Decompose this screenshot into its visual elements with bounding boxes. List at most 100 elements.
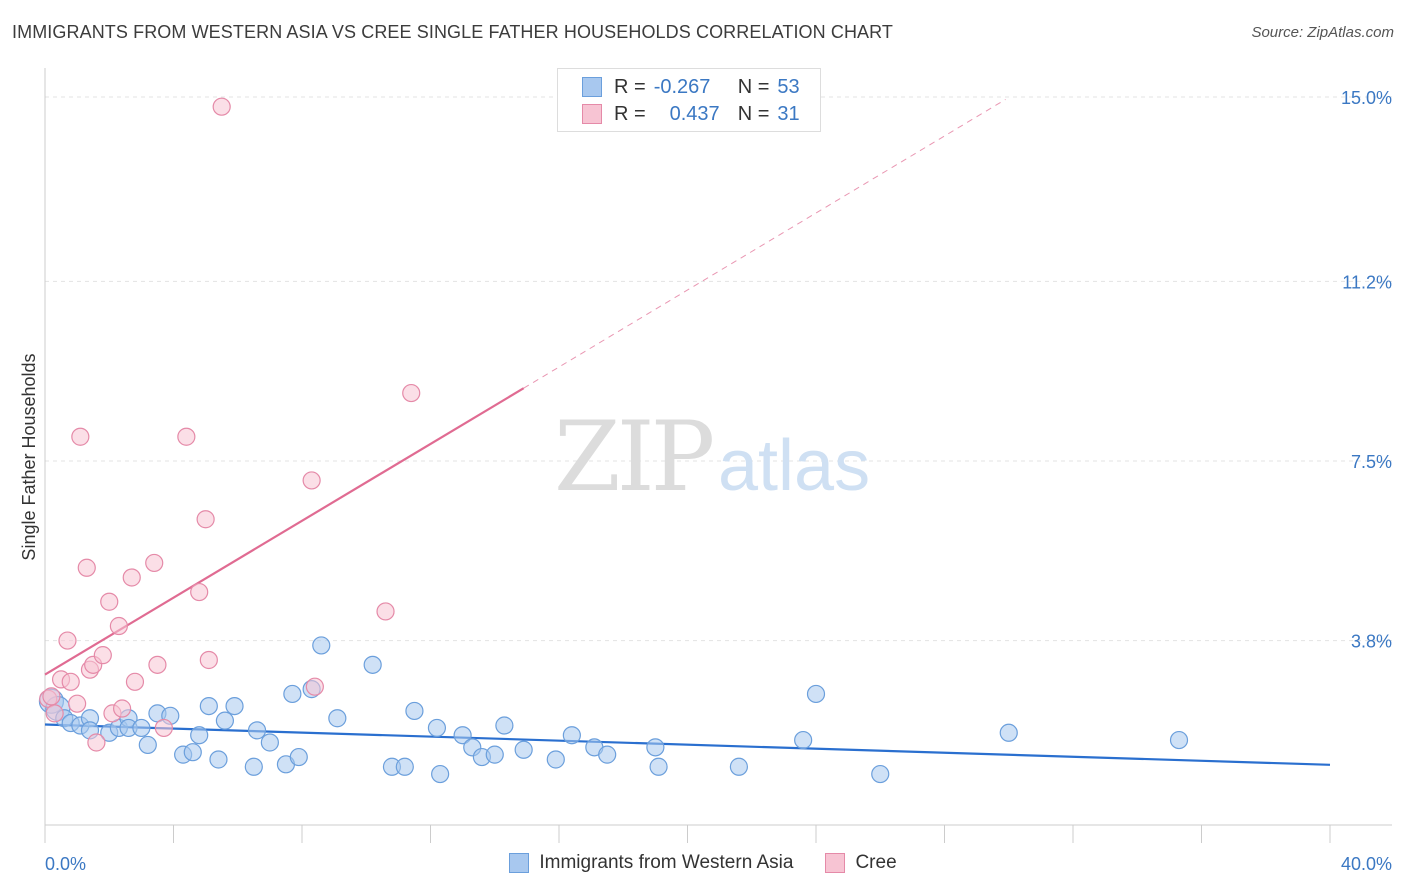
point-cree xyxy=(45,704,64,723)
point-western-asia xyxy=(283,684,302,704)
point-western-asia xyxy=(453,726,472,745)
stats-legend: R = -0.267 N = 53 R = 0.437 N = 31 xyxy=(557,68,821,132)
x-tick-label: 40.0% xyxy=(1341,854,1392,874)
point-western-asia xyxy=(247,721,267,740)
point-cree xyxy=(376,602,395,621)
point-western-asia xyxy=(328,709,347,728)
point-western-asia xyxy=(999,723,1018,742)
point-western-asia xyxy=(646,738,665,757)
point-cree xyxy=(302,471,321,490)
legend-n-value: 31 xyxy=(777,102,800,125)
data-points xyxy=(38,97,1189,784)
legend-n-label: N = xyxy=(737,102,770,125)
point-cree xyxy=(93,646,112,665)
point-western-asia xyxy=(183,743,202,762)
source-label: Source: ZipAtlas.com xyxy=(1251,24,1394,41)
point-cree xyxy=(190,582,209,602)
legend-item-western-asia[interactable]: Immigrants from Western Asia xyxy=(509,852,793,874)
point-cree xyxy=(68,694,87,713)
point-cree xyxy=(109,616,128,636)
point-western-asia xyxy=(132,718,151,738)
point-western-asia xyxy=(562,726,581,745)
point-western-asia xyxy=(495,716,514,735)
chart-title: IMMIGRANTS FROM WESTERN ASIA VS CREE SIN… xyxy=(12,22,894,42)
legend-n-label: N = xyxy=(737,75,770,98)
series-legend: Immigrants from Western Asia Cree xyxy=(0,852,1406,874)
point-cree xyxy=(145,553,164,573)
point-western-asia xyxy=(871,764,890,784)
point-cree xyxy=(77,558,96,577)
point-western-asia xyxy=(806,684,826,704)
point-western-asia xyxy=(289,747,308,767)
point-cree xyxy=(154,718,173,738)
legend-item-cree[interactable]: Cree xyxy=(825,852,897,874)
point-cree xyxy=(148,655,167,674)
point-western-asia xyxy=(199,696,218,716)
y-tick-label: 11.2% xyxy=(1342,272,1392,292)
point-western-asia xyxy=(260,733,279,752)
watermark: ZIP atlas xyxy=(554,401,870,513)
point-cree xyxy=(61,672,80,691)
point-western-asia xyxy=(405,701,424,721)
legend-r-value: -0.267 xyxy=(653,75,711,98)
point-cree xyxy=(122,568,141,587)
point-western-asia xyxy=(215,711,234,730)
point-western-asia xyxy=(431,764,450,784)
point-cree xyxy=(112,699,132,718)
legend-n-value: 53 xyxy=(777,75,800,98)
point-cree xyxy=(87,733,106,752)
y-tick-label: 7.5% xyxy=(1351,452,1392,472)
legend-r-value: 0.437 xyxy=(669,102,720,125)
point-cree xyxy=(212,97,231,116)
point-cree xyxy=(177,427,196,446)
y-tick-label: 3.8% xyxy=(1351,632,1392,652)
point-western-asia xyxy=(395,757,414,776)
point-cree xyxy=(199,650,218,670)
point-western-asia xyxy=(649,757,668,776)
legend-label-cree: Cree xyxy=(855,852,897,873)
legend-r-label: R = xyxy=(614,75,646,98)
legend-r-label: R = xyxy=(614,102,646,125)
axes xyxy=(44,68,1392,843)
point-cree xyxy=(100,592,119,611)
legend-swatch-cree xyxy=(582,104,602,124)
legend-label-western-asia: Immigrants from Western Asia xyxy=(539,852,794,873)
trend-line-extension xyxy=(523,98,1006,389)
legend-swatch-cree xyxy=(825,853,846,873)
legend-row-western-asia: R = -0.267 N = 53 xyxy=(582,75,800,99)
point-cree xyxy=(42,687,61,706)
point-western-asia xyxy=(729,757,749,776)
point-cree xyxy=(402,383,421,403)
point-western-asia xyxy=(190,726,209,745)
trend-line xyxy=(44,723,1331,766)
watermark-atlas: atlas xyxy=(718,426,870,506)
legend-row-cree: R = 0.437 N = 31 xyxy=(582,102,800,126)
tick-labels: 3.8% 7.5% 11.2% 15.0% 0.0% 40.0% xyxy=(45,88,1392,874)
legend-swatch-western-asia xyxy=(582,77,602,97)
point-western-asia xyxy=(485,745,504,764)
point-western-asia xyxy=(244,757,263,776)
grid-lines xyxy=(45,96,1392,642)
point-cree xyxy=(58,631,77,650)
point-cree xyxy=(125,672,145,691)
x-tick-label: 0.0% xyxy=(45,854,86,874)
point-western-asia xyxy=(312,636,331,655)
watermark-zip: ZIP xyxy=(554,401,713,513)
point-cree xyxy=(305,677,324,696)
point-western-asia xyxy=(209,750,228,769)
y-axis-label: Single Father Households xyxy=(19,353,39,560)
point-cree xyxy=(196,510,215,529)
y-tick-label: 15.0% xyxy=(1341,88,1392,108)
point-western-asia xyxy=(138,735,157,755)
point-western-asia xyxy=(427,718,447,738)
point-western-asia xyxy=(1169,730,1189,750)
point-western-asia xyxy=(546,750,565,769)
point-western-asia xyxy=(225,696,244,716)
point-western-asia xyxy=(514,740,533,759)
legend-swatch-western-asia xyxy=(509,853,530,873)
point-western-asia xyxy=(363,655,382,674)
point-western-asia xyxy=(598,745,617,764)
point-western-asia xyxy=(794,730,813,750)
point-cree xyxy=(71,427,90,446)
